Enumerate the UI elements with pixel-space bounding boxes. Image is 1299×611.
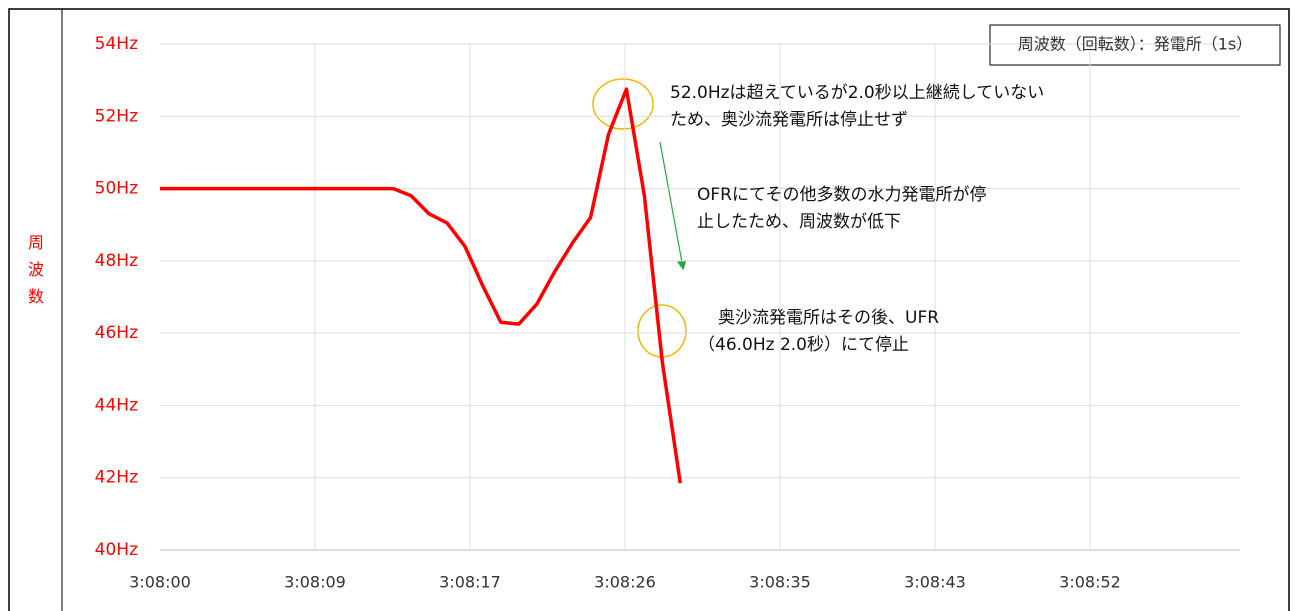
annotation: （46.0Hz 2.0秒）にて停止 bbox=[698, 335, 909, 355]
annotation: 止したため、周波数が低下 bbox=[697, 212, 901, 232]
annotation: ため、奥沙流発電所は停止せず bbox=[670, 110, 908, 130]
x-tick-label: 3:08:43 bbox=[904, 573, 966, 592]
series-line bbox=[160, 87, 682, 484]
y-tick-label: 48Hz bbox=[95, 251, 138, 271]
x-tick-label: 3:08:00 bbox=[129, 573, 191, 592]
legend-label: 周波数（回転数）：発電所（1s） bbox=[1018, 35, 1253, 54]
legend-box bbox=[989, 24, 1281, 66]
annotation: OFRにてその他多数の水力発電所が停 bbox=[697, 185, 986, 205]
y-tick-label: 50Hz bbox=[95, 179, 138, 199]
x-tick-label: 3:08:35 bbox=[749, 573, 811, 592]
y-tick-label: 46Hz bbox=[95, 323, 138, 343]
annotation: 奥沙流発電所はその後、UFR bbox=[718, 308, 939, 328]
y-tick-label: 42Hz bbox=[95, 468, 138, 488]
highlight-circle bbox=[592, 78, 654, 130]
y-tick-label: 54Hz bbox=[95, 34, 138, 54]
x-tick-label: 3:08:17 bbox=[439, 573, 501, 592]
y-tick-label: 52Hz bbox=[95, 106, 138, 126]
x-tick-label: 3:08:52 bbox=[1059, 573, 1121, 592]
annotation: 52.0Hzは超えているが2.0秒以上継続していない bbox=[670, 83, 1044, 103]
y-axis-label: 周波数 bbox=[28, 233, 44, 306]
y-tick-label: 40Hz bbox=[95, 540, 138, 560]
arrow bbox=[659, 141, 687, 271]
x-tick-label: 3:08:26 bbox=[594, 573, 656, 592]
x-tick-label: 3:08:09 bbox=[284, 573, 346, 592]
y-tick-label: 44Hz bbox=[95, 395, 138, 415]
frame bbox=[8, 8, 1290, 611]
